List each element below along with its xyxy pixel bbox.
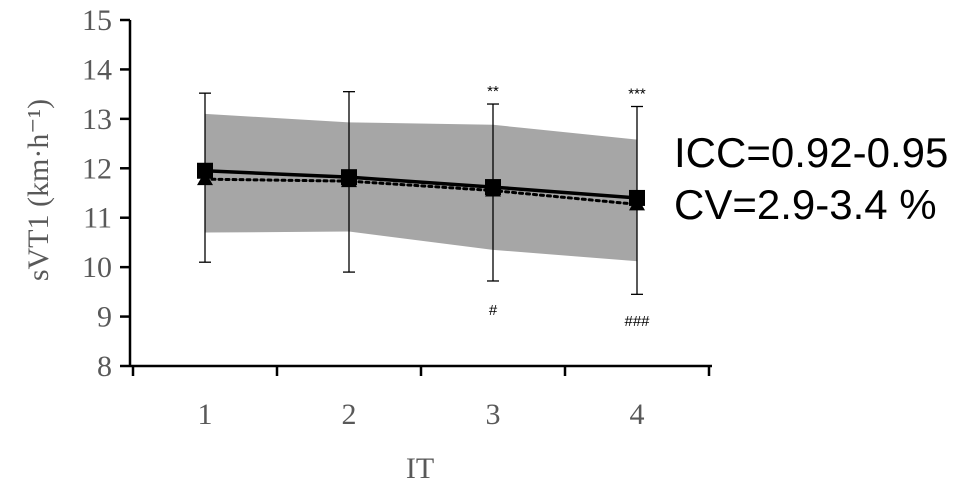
x-tick-label: 2 <box>342 398 357 431</box>
x-tick-label: 3 <box>486 398 501 431</box>
y-tick-label: 9 <box>97 301 112 334</box>
y-tick-label: 13 <box>82 103 112 136</box>
y-tick-label: 8 <box>97 350 112 383</box>
x-tick-label: 1 <box>198 398 213 431</box>
y-tick-label: 11 <box>83 202 112 235</box>
band-layer <box>205 113 637 262</box>
significance-hash: # <box>489 302 498 319</box>
square-marker <box>629 189 645 206</box>
cv-text: CV=2.9-3.4 % <box>674 181 937 228</box>
significance-star: ** <box>487 83 499 100</box>
series-solid-line <box>204 169 638 200</box>
x-tick-label: 4 <box>630 398 645 431</box>
y-tick-label: 12 <box>82 152 112 185</box>
y-axis-title: sVT1 (km·h⁻¹) <box>22 99 55 281</box>
y-tick-label: 10 <box>82 251 112 284</box>
icc-text: ICC=0.92-0.95 <box>674 129 949 176</box>
y-tick-label: 14 <box>82 53 112 86</box>
significance-hash: ### <box>624 313 650 330</box>
x-axis-title: IT <box>406 452 434 485</box>
confidence-band <box>205 113 637 262</box>
square-marker <box>341 169 357 186</box>
series-dotted-line <box>203 177 639 206</box>
square-marker <box>485 179 501 196</box>
series-layer <box>197 162 645 211</box>
square-marker <box>197 162 213 179</box>
significance-star: *** <box>628 86 646 103</box>
annotations: ** ***#### <box>487 83 650 330</box>
y-tick-label: 15 <box>82 4 112 37</box>
